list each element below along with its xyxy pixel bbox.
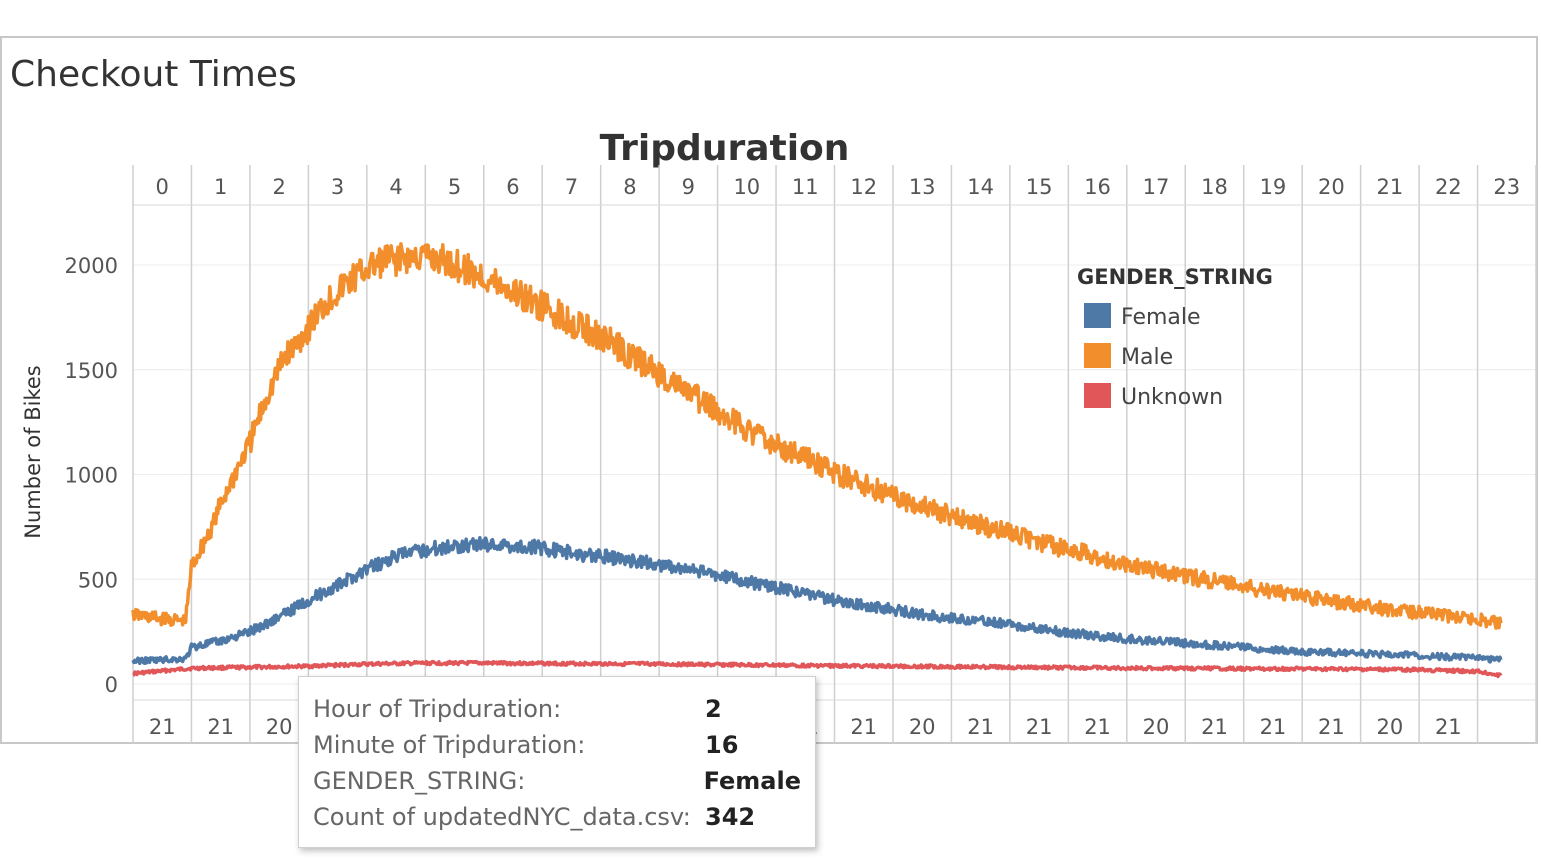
hour-column-label: 19 [1260,175,1287,199]
y-tick-label: 1500 [65,359,118,383]
legend-entry: Female [1121,305,1201,330]
hour-column-label: 0 [156,175,169,199]
bottom-axis-label: 21 [1201,715,1228,739]
tooltip-value: 16 [705,731,739,759]
hour-column-label: 5 [448,175,461,199]
legend-entry: Unknown [1121,385,1223,410]
tooltip-value: 2 [705,695,722,723]
y-tick-label: 1000 [65,464,118,488]
bottom-axis-label: 21 [1260,715,1287,739]
hour-column-label: 17 [1143,175,1170,199]
hour-column-label: 7 [565,175,578,199]
hour-column-label: 10 [733,175,760,199]
bottom-axis-label: 21 [1318,715,1345,739]
hour-column-label: 1 [214,175,227,199]
hour-column-label: 16 [1084,175,1111,199]
y-tick-label: 2000 [65,254,118,278]
legend-swatch [1084,303,1111,328]
legend-title: GENDER_STRING [1077,265,1273,289]
tooltip-row-hour: Hour of Tripduration: 2 [313,691,801,727]
bottom-axis-label: 21 [149,715,176,739]
bottom-axis-label: 20 [909,715,936,739]
tooltip-value: 342 [705,803,756,831]
bottom-axis-label: 21 [1084,715,1111,739]
legend-entry: Male [1121,345,1173,370]
bottom-axis-label: 21 [850,715,877,739]
hour-column-label: 14 [967,175,994,199]
hour-column-label: 11 [792,175,819,199]
hour-column-label: 4 [389,175,402,199]
hour-column-label: 23 [1493,175,1520,199]
hour-column-label: 15 [1026,175,1053,199]
bottom-axis-label: 21 [1026,715,1053,739]
hour-column-label: 13 [909,175,936,199]
bottom-axis-label: 21 [1435,715,1462,739]
hour-column-label: 18 [1201,175,1228,199]
hour-column-label: 3 [331,175,344,199]
hour-column-label: 6 [506,175,519,199]
tooltip-label: GENDER_STRING: [313,767,526,795]
tooltip-row-minute: Minute of Tripduration: 16 [313,727,801,763]
legend-swatch [1084,343,1111,368]
series-line-male [131,242,1503,630]
y-axis-label: Number of Bikes [21,365,45,538]
hour-column-label: 9 [682,175,695,199]
tooltip-row-count: Count of updatedNYC_data.csv: 342 [313,799,801,835]
y-tick-label: 500 [78,568,118,592]
hour-column-label: 20 [1318,175,1345,199]
tooltip-label: Minute of Tripduration: [313,731,586,759]
legend-swatch [1084,383,1111,408]
bottom-axis-label: 20 [266,715,293,739]
y-tick-label: 0 [105,673,118,697]
hour-column-label: 8 [623,175,636,199]
hour-column-label: 21 [1376,175,1403,199]
hour-column-label: 2 [272,175,285,199]
hour-column-label: 22 [1435,175,1462,199]
tooltip-label: Hour of Tripduration: [313,695,562,723]
tooltip-label: Count of updatedNYC_data.csv: [313,803,691,831]
bottom-axis-label: 21 [207,715,234,739]
hour-column-label: 12 [850,175,877,199]
tooltip: Hour of Tripduration: 2 Minute of Tripdu… [298,676,816,848]
bottom-axis-label: 20 [1376,715,1403,739]
tooltip-row-gender: GENDER_STRING: Female [313,763,801,799]
chart-title: Tripduration [600,128,850,169]
bottom-axis-label: 20 [1143,715,1170,739]
bottom-axis-label: 21 [967,715,994,739]
series-line-female [131,535,1503,666]
tooltip-value: Female [703,767,801,795]
series-line-unknown [132,659,1503,679]
dashboard-title: Checkout Times [10,54,297,95]
